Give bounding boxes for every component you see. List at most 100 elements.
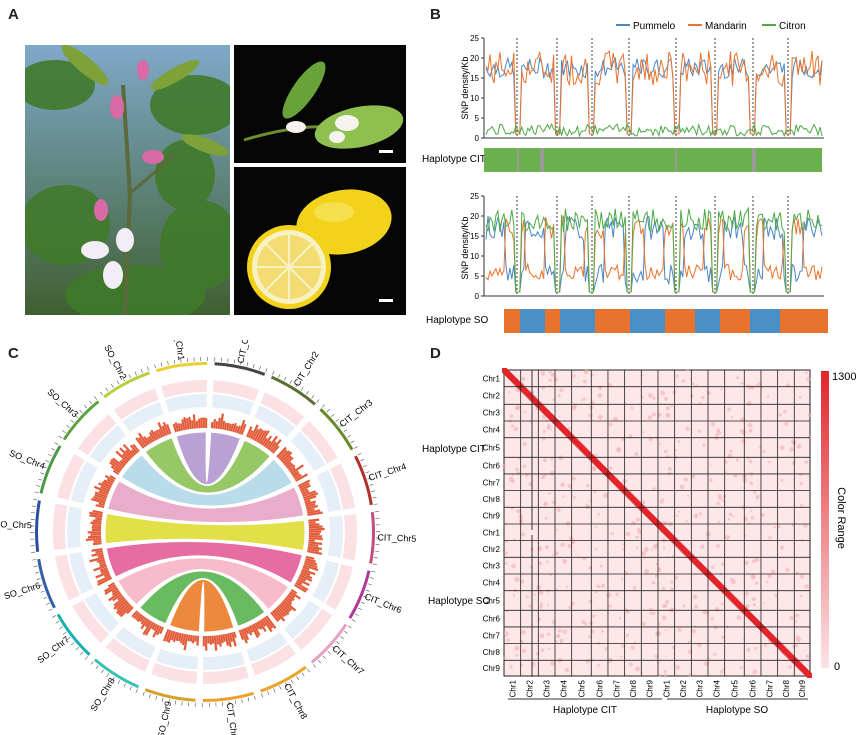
contact-dot	[691, 628, 696, 634]
contact-dot	[803, 523, 808, 528]
gc-bar	[258, 620, 267, 633]
chromosome-arc	[354, 455, 373, 506]
gc-bar	[167, 630, 174, 643]
contact-dot	[760, 512, 765, 517]
gc-bar	[282, 455, 292, 464]
gc-bar	[92, 542, 102, 546]
contact-dot	[615, 592, 619, 596]
contact-dot	[721, 562, 725, 567]
contact-dot	[522, 442, 527, 447]
chromosome-label: SO_Chr2	[102, 343, 128, 381]
gc-bar	[228, 423, 232, 432]
gc-bar	[91, 552, 104, 557]
snp-line-mandarin	[485, 215, 823, 293]
contact-dot	[585, 504, 590, 509]
density-track-1	[105, 638, 150, 672]
gc-bar	[306, 508, 315, 512]
row-label: Chr6	[483, 615, 501, 624]
gc-bar	[191, 635, 195, 644]
contact-dot	[562, 559, 568, 564]
contact-dot	[580, 399, 583, 402]
gc-bar	[289, 590, 301, 600]
haplotype-segment	[752, 148, 756, 172]
contact-dot	[746, 647, 751, 652]
gc-bar	[92, 524, 102, 527]
contact-dot	[739, 428, 743, 432]
gc-bar	[244, 627, 250, 635]
row-label: Chr3	[483, 562, 501, 571]
contact-dot	[506, 638, 510, 643]
gc-bar	[308, 530, 322, 533]
contact-dot	[607, 383, 612, 388]
contact-dot	[794, 643, 799, 648]
haplotype-segment	[484, 148, 540, 172]
contact-dot	[519, 639, 524, 644]
gc-bar	[194, 635, 197, 642]
contact-dot	[525, 473, 529, 478]
contact-dot	[516, 509, 521, 514]
contact-dot	[649, 611, 653, 615]
contact-dot	[706, 391, 711, 396]
gc-bar	[156, 625, 162, 636]
contact-dot	[800, 503, 804, 507]
gc-bar	[93, 485, 110, 494]
density-track-1	[293, 608, 333, 650]
gc-bar	[226, 422, 230, 431]
contact-dot	[511, 563, 516, 569]
gc-bar	[279, 450, 291, 461]
density-track-2	[165, 394, 207, 413]
gc-bar	[177, 632, 182, 642]
col-label: Chr5	[577, 679, 586, 697]
gc-bar	[110, 465, 121, 474]
haplotype-segment	[750, 309, 780, 333]
contact-dot	[716, 430, 722, 436]
contact-dot	[654, 574, 658, 578]
gc-bar	[291, 470, 299, 477]
gc-bar	[161, 425, 168, 436]
contact-dot	[637, 529, 642, 535]
contact-dot	[516, 471, 521, 476]
density-track-1	[77, 414, 117, 456]
chromosome-label: SO_Chr3	[45, 387, 80, 420]
contact-dot	[546, 426, 550, 430]
chromosome-arc	[62, 400, 100, 441]
chromosome-label: SO_Chr5	[0, 519, 32, 530]
contact-dot	[525, 595, 529, 599]
gc-bar	[104, 585, 118, 595]
contact-dot	[554, 551, 559, 556]
contact-dot	[671, 645, 675, 649]
gc-bar	[226, 633, 232, 648]
contact-dot	[560, 542, 565, 547]
gc-bar	[111, 587, 119, 594]
contact-dot	[687, 640, 691, 644]
contact-dot	[562, 629, 567, 634]
row-label: Chr8	[483, 495, 501, 504]
contact-dot	[733, 473, 738, 478]
synteny-ribbon	[104, 512, 306, 552]
gc-bar	[297, 479, 311, 487]
contact-dot	[553, 377, 558, 382]
contact-dot	[652, 611, 656, 616]
contact-dot	[514, 406, 519, 411]
contact-dot	[545, 418, 548, 422]
contact-dot	[663, 669, 667, 674]
contact-dot	[667, 471, 672, 476]
gc-bar	[112, 457, 125, 468]
contact-dot	[715, 433, 719, 437]
gc-bar	[205, 635, 208, 651]
synteny-ribbon	[107, 480, 305, 524]
contact-dot	[722, 668, 725, 671]
gc-bar	[219, 413, 225, 430]
gc-bar	[166, 424, 172, 435]
gc-bar	[93, 564, 107, 572]
contact-dot	[700, 395, 705, 400]
snp-density-panel: Pummelo Mandarin Citron 0 5 10 15 20 25 0 5 10 1…	[422, 21, 828, 333]
contact-dot	[670, 405, 674, 408]
gc-bar	[263, 435, 273, 447]
contact-dot	[543, 501, 548, 506]
contact-dot	[510, 424, 514, 428]
contact-dot	[542, 429, 546, 433]
contact-dot	[599, 564, 603, 568]
contact-dot	[735, 458, 739, 462]
gc-bar	[215, 635, 220, 645]
